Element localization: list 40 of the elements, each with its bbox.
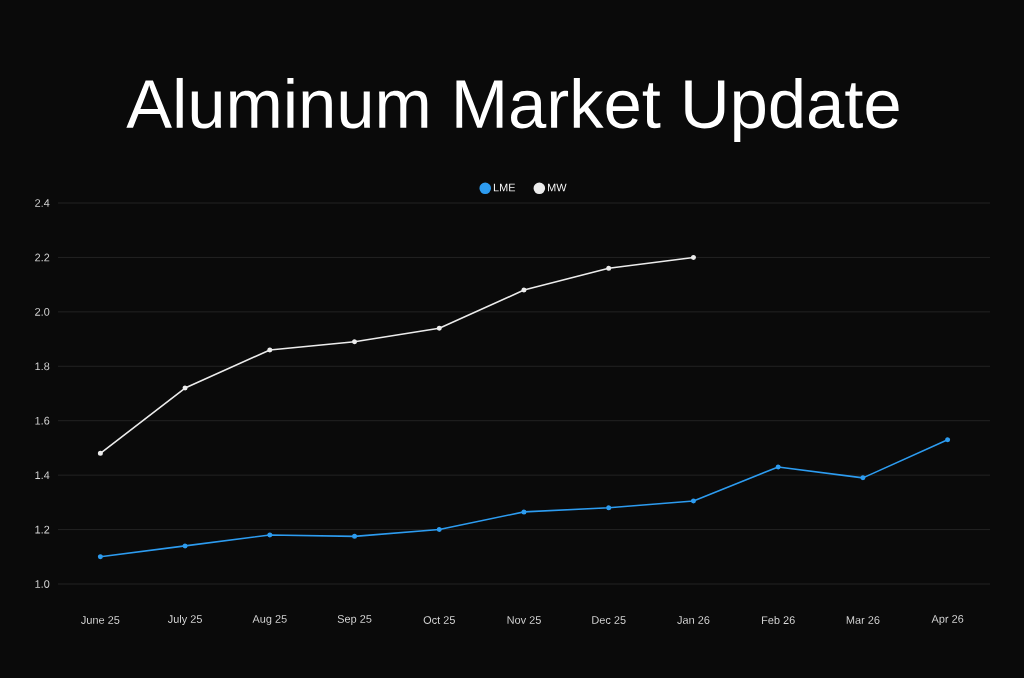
x-tick-label: Oct 25 <box>423 616 455 624</box>
y-tick-label: 1.4 <box>35 471 50 479</box>
y-tick-label: 2.4 <box>35 199 50 207</box>
x-tick-label: July 25 <box>167 614 202 626</box>
point <box>690 254 696 260</box>
point <box>775 464 781 470</box>
y-tick-label: 2.2 <box>35 253 50 262</box>
point <box>436 325 442 331</box>
point <box>436 527 442 533</box>
x-tick-label: Nov 25 <box>507 616 541 624</box>
x-tick-label: Mar 26 <box>846 616 880 624</box>
y-tick-label: 1.2 <box>35 525 50 534</box>
point <box>690 498 696 504</box>
point <box>521 287 527 293</box>
point <box>97 554 103 560</box>
x-tick-label: Feb 26 <box>762 615 795 625</box>
point <box>97 450 103 456</box>
y-tick-label: 2.0 <box>35 307 50 316</box>
x-tick-label: Dec 25 <box>592 616 626 624</box>
chart-title: Aluminum Market Update <box>126 77 899 143</box>
x-tick-label: Sep 25 <box>337 615 372 625</box>
y-tick-label: 1.8 <box>35 362 50 371</box>
point <box>267 532 273 538</box>
point <box>352 533 358 539</box>
point <box>267 347 273 353</box>
x-tick-label: June 25 <box>81 616 120 624</box>
x-tick-label: Aug 25 <box>252 615 287 625</box>
point <box>945 437 951 443</box>
point <box>521 509 527 515</box>
y-tick-label: 1.0 <box>35 580 50 588</box>
x-tick-label: Jan 26 <box>677 616 710 624</box>
point <box>860 475 866 481</box>
legend-label: MW <box>548 183 567 192</box>
point <box>606 265 612 271</box>
x-tick-label: Apr 26 <box>931 615 964 625</box>
y-tick-label: 1.6 <box>35 416 50 425</box>
point <box>352 339 358 345</box>
legend-label: LME <box>493 183 516 192</box>
point <box>606 505 612 511</box>
point <box>182 543 188 549</box>
